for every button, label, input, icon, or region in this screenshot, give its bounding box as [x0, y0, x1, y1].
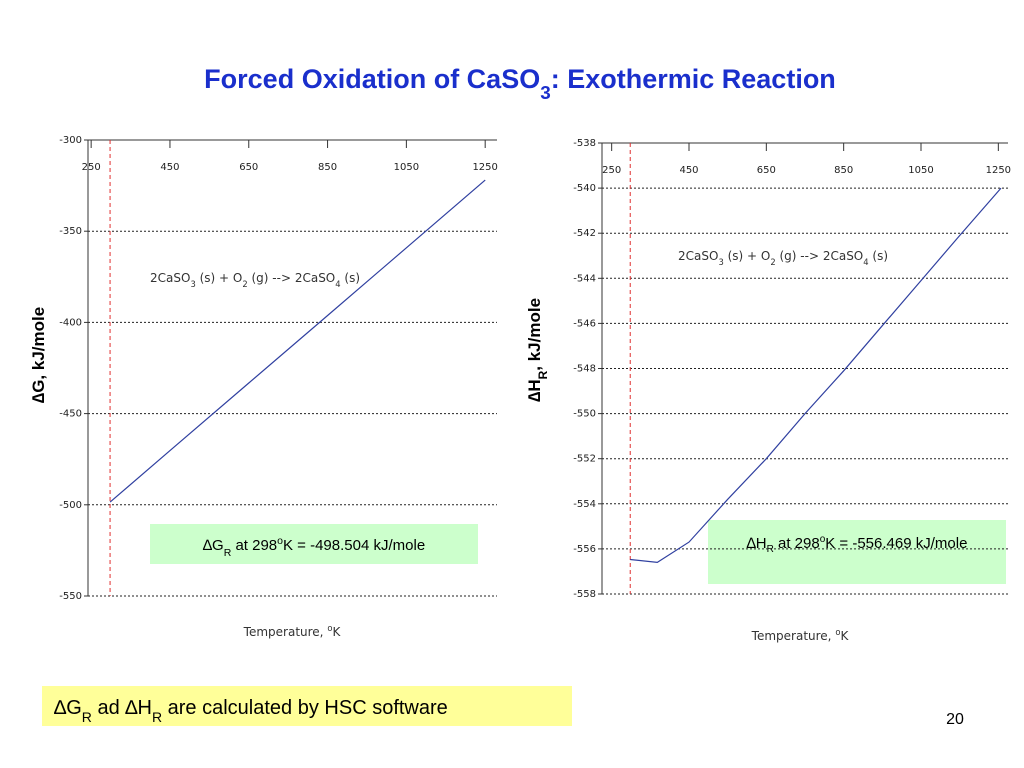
x-tick-label: 1250	[472, 162, 497, 173]
y-tick-label: -350	[59, 226, 82, 237]
y-tick-label: -558	[573, 589, 596, 600]
eq-sub: 2	[770, 257, 775, 267]
x-tick-label: 1250	[986, 165, 1011, 176]
box-sup: o	[819, 534, 826, 545]
eq-text: 2CaSO	[150, 271, 190, 285]
note: ∆GR ad ∆HR are calculated by HSC softwar…	[54, 697, 448, 725]
x-tick-label: 1050	[908, 165, 933, 176]
note-sub: R	[82, 709, 92, 725]
y-tick-label: -500	[59, 500, 82, 511]
eq-text: 2CaSO	[678, 249, 718, 263]
x-label-sup: o	[327, 623, 332, 633]
eq-sub: 3	[190, 279, 195, 289]
x-tick-label: 450	[160, 162, 179, 173]
y-label-text: , kJ/mole	[525, 298, 544, 371]
note-text: ∆G	[54, 697, 82, 719]
y-tick-label: -550	[59, 591, 82, 602]
title-sub: 3	[540, 83, 551, 104]
y-label-text: ∆H	[525, 379, 544, 402]
x-tick-label: 1050	[394, 162, 419, 173]
x-tick-label: 850	[834, 165, 853, 176]
y-label-sub: R	[536, 370, 550, 379]
eq-sub: 4	[863, 257, 868, 267]
y-tick-label: -538	[573, 138, 596, 149]
box-text: at 298	[773, 535, 820, 552]
y-tick-label: -550	[573, 409, 596, 420]
box-text: ∆H	[746, 535, 767, 552]
value-box-holder: ∆HR at 298oK = -556.469 kJ/mole	[708, 520, 1006, 560]
x-tick-label: 450	[679, 165, 698, 176]
y-axis-label: ∆G, kJ/mole	[29, 307, 48, 403]
eq-text: (g) --> 2CaSO	[776, 249, 864, 263]
y-tick-label: -552	[573, 454, 596, 465]
slide-title: Forced Oxidation of CaSO3: Exothermic Re…	[204, 64, 836, 104]
x-tick-label: 850	[318, 162, 337, 173]
eq-text: (s)	[341, 271, 360, 285]
y-tick-label: -540	[573, 183, 596, 194]
y-tick-label: -548	[573, 364, 596, 375]
value-box	[708, 520, 1006, 584]
x-tick-label: 650	[757, 165, 776, 176]
eq-sub: 3	[718, 257, 723, 267]
y-axis-label: ∆HR, kJ/mole	[525, 298, 550, 402]
x-axis-label: Temperature, oK	[751, 627, 850, 643]
box-text: ∆G	[203, 537, 224, 554]
x-tick-label: 250	[602, 165, 621, 176]
box-sub: R	[766, 544, 774, 555]
equation: 2CaSO3 (s) + O2 (g) --> 2CaSO4 (s)	[150, 271, 360, 289]
page-number: 20	[946, 711, 964, 728]
x-tick-label: 650	[239, 162, 258, 173]
note-box	[42, 686, 572, 726]
note-text: ad ∆H	[92, 697, 152, 719]
x-label-text: K	[840, 629, 849, 643]
eq-sub: 2	[242, 279, 247, 289]
box-text: K = -556.469 kJ/mole	[825, 535, 968, 552]
box-sup: o	[277, 535, 283, 547]
note-text: are calculated by HSC software	[162, 697, 448, 719]
y-tick-label: -554	[573, 499, 596, 510]
title-text: Forced Oxidation of CaSO	[204, 64, 540, 94]
x-label-text: K	[332, 625, 341, 639]
data-line	[630, 187, 1002, 564]
equation: 2CaSO3 (s) + O2 (g) --> 2CaSO4 (s)	[678, 249, 888, 267]
y-tick-label: -556	[573, 544, 596, 555]
x-axis-label: Temperature, oK	[243, 623, 342, 639]
y-tick-label: -300	[59, 135, 82, 146]
data-line	[109, 179, 486, 503]
value-box-text: ∆HR at 298oK = -556.469 kJ/mole	[708, 520, 1006, 560]
box-sub: R	[224, 547, 232, 559]
eq-sub: 4	[335, 279, 340, 289]
eq-text: (s)	[869, 249, 888, 263]
note-sub: R	[152, 709, 162, 725]
box-text: at 298	[231, 537, 277, 554]
y-label-text: ∆G, kJ/mole	[29, 307, 48, 403]
x-tick-label: 250	[82, 162, 101, 173]
eq-text: (g) --> 2CaSO	[248, 271, 336, 285]
x-label-sup: o	[835, 627, 840, 637]
x-label-text: Temperature,	[751, 629, 836, 643]
y-tick-label: -400	[59, 317, 82, 328]
value-box-text: ∆GR at 298oK = -498.504 kJ/mole	[203, 535, 425, 559]
value-box	[150, 524, 478, 564]
y-tick-label: -546	[573, 318, 596, 329]
y-tick-label: -542	[573, 228, 596, 239]
y-tick-label: -544	[573, 273, 596, 284]
eq-text: (s) + O	[724, 249, 771, 263]
title-text: : Exothermic Reaction	[551, 64, 836, 94]
box-text: K = -498.504 kJ/mole	[283, 537, 425, 554]
x-label-text: Temperature,	[243, 625, 328, 639]
y-tick-label: -450	[59, 409, 82, 420]
eq-text: (s) + O	[196, 271, 243, 285]
